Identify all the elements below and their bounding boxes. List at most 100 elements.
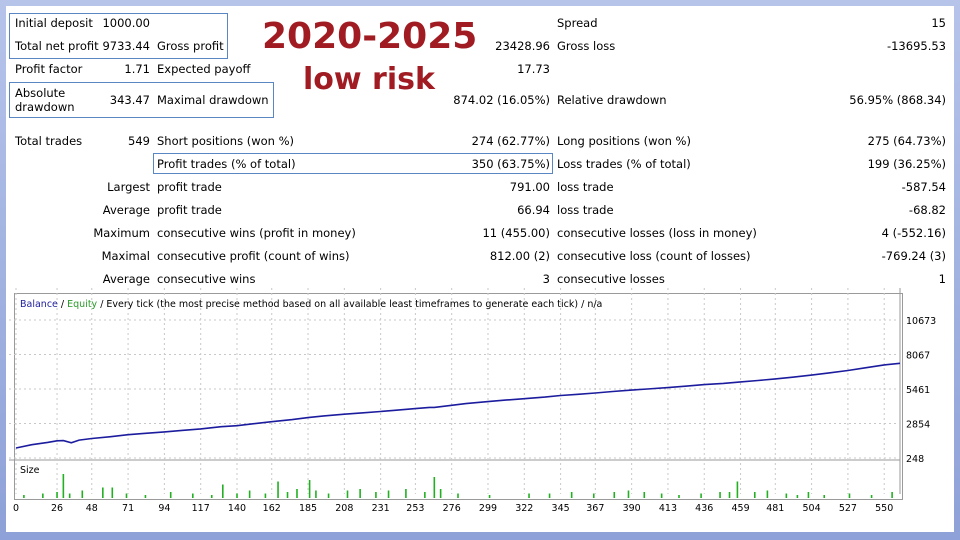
maximal-label: Maximal	[101, 249, 150, 263]
size-bar	[592, 493, 595, 498]
size-bar	[796, 495, 799, 498]
size-bar	[457, 493, 459, 498]
x-tick-label: 459	[731, 503, 749, 514]
profit-trades-label: Profit trades (% of total)	[157, 157, 296, 171]
max-consecutive-wins-label: consecutive wins (profit in money)	[157, 226, 356, 240]
x-tick-label: 0	[13, 503, 19, 514]
highlight-box-profit-trades	[153, 153, 553, 174]
average-consecutive-losses-label: consecutive losses	[557, 272, 665, 286]
y-tick-label: 10673	[906, 316, 936, 327]
size-bar	[192, 493, 194, 498]
y-tick-label: 5461	[906, 385, 930, 396]
y-tick-label: 248	[906, 454, 924, 465]
average-loss-trade-value: -68.82	[908, 203, 946, 217]
y-tick-label: 2854	[906, 420, 930, 431]
average-label: Average	[102, 203, 150, 217]
size-bar	[315, 490, 317, 498]
size-bar	[308, 480, 311, 498]
highlight-box-drawdown	[9, 82, 274, 118]
relative-drawdown-value: 56.95% (868.34)	[849, 93, 946, 107]
balance-chart	[14, 293, 903, 500]
loss-trades-label: Loss trades (% of total)	[557, 157, 691, 171]
x-tick-label: 276	[443, 503, 461, 514]
x-tick-label: 231	[372, 503, 390, 514]
spread-label: Spread	[557, 16, 598, 30]
x-tick-label: 390	[623, 503, 641, 514]
size-label: Size	[20, 465, 40, 476]
chart-legend: Balance / Equity / Every tick (the most …	[20, 299, 602, 310]
size-bar	[23, 495, 25, 498]
maximal-consecutive-profit-value: 812.00 (2)	[489, 249, 550, 263]
size-bar	[766, 490, 769, 498]
average-profit-trade-value: 66.94	[517, 203, 550, 217]
total-trades-value: 549	[128, 134, 150, 148]
profit-factor-label: Profit factor	[15, 62, 83, 76]
size-bar	[387, 490, 390, 498]
x-tick-label: 48	[86, 503, 98, 514]
size-bar	[277, 481, 279, 498]
legend-equity: Equity	[67, 299, 97, 310]
legend-balance: Balance	[20, 299, 58, 310]
x-tick-label: 140	[228, 503, 246, 514]
size-bar	[221, 484, 224, 498]
initial-deposit-value: 1000.00	[102, 16, 150, 30]
x-tick-label: 481	[766, 503, 784, 514]
size-bar	[548, 493, 551, 498]
size-bar	[643, 492, 646, 498]
relative-drawdown-label: Relative drawdown	[557, 93, 667, 107]
report-panel: 2020-2025 low risk Initial deposit 1000.…	[6, 6, 954, 532]
size-bar	[660, 493, 663, 498]
x-tick-label: 527	[839, 503, 857, 514]
largest-label: Largest	[107, 180, 150, 194]
size-bar	[848, 493, 851, 498]
x-tick-label: 550	[875, 503, 893, 514]
maximal-drawdown-label: Maximal drawdown	[157, 93, 269, 107]
size-bar	[68, 493, 71, 498]
maximum-label: Maximum	[93, 226, 150, 240]
largest-loss-trade-value: -587.54	[901, 180, 946, 194]
initial-deposit-label: Initial deposit	[15, 16, 93, 30]
size-bar	[678, 495, 680, 498]
gross-profit-label: Gross profit	[157, 39, 224, 53]
size-bar	[753, 492, 756, 498]
long-positions-value: 275 (64.73%)	[867, 134, 946, 148]
legend-description: / Every tick (the most precise method ba…	[97, 299, 602, 310]
absolute-drawdown-label-line2: drawdown	[15, 100, 75, 114]
size-bar	[870, 495, 873, 498]
maximal-consecutive-loss-value: -769.24 (3)	[881, 249, 946, 263]
x-tick-label: 253	[406, 503, 424, 514]
x-tick-label: 208	[335, 503, 353, 514]
size-bar	[375, 492, 377, 498]
x-tick-label: 26	[51, 503, 63, 514]
total-net-profit-value: 9733.44	[102, 39, 150, 53]
largest-profit-trade-value: 791.00	[509, 180, 550, 194]
profit-factor-value: 1.71	[124, 62, 150, 76]
size-bar	[613, 492, 616, 498]
x-tick-label: 322	[515, 503, 533, 514]
average-consecutive-wins-label: consecutive wins	[157, 272, 256, 286]
size-bar	[56, 492, 58, 498]
short-positions-label: Short positions (won %)	[157, 134, 295, 148]
x-tick-label: 299	[479, 503, 497, 514]
spread-value: 15	[931, 16, 946, 30]
size-bar	[144, 495, 147, 498]
x-tick-label: 94	[158, 503, 170, 514]
balance-series-line	[15, 362, 901, 449]
x-tick-label: 436	[695, 503, 713, 514]
size-bar	[346, 490, 349, 498]
size-bar	[807, 492, 810, 498]
absolute-drawdown-label-line1: Absolute	[15, 86, 66, 100]
x-tick-label: 413	[659, 503, 677, 514]
size-bar	[327, 493, 330, 498]
maximal-consecutive-profit-label: consecutive profit (count of wins)	[157, 249, 350, 263]
profit-trades-value: 350 (63.75%)	[471, 157, 550, 171]
average-consecutive-label: Average	[102, 272, 150, 286]
maximal-consecutive-loss-label: consecutive loss (count of losses)	[557, 249, 751, 263]
expected-payoff-label: Expected payoff	[157, 62, 251, 76]
size-bar	[102, 487, 104, 498]
expected-payoff-value: 17.73	[517, 62, 550, 76]
x-tick-label: 117	[192, 503, 210, 514]
x-tick-label: 504	[803, 503, 821, 514]
max-consecutive-losses-label: consecutive losses (loss in money)	[557, 226, 757, 240]
gross-loss-label: Gross loss	[557, 39, 616, 53]
